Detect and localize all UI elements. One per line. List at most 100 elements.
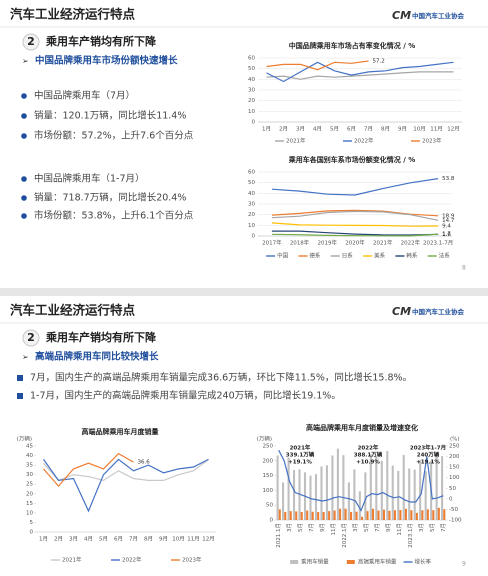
bar [443,509,446,520]
y-tick-label: 40 [248,191,255,197]
x-tick-label: 12月 [447,126,460,133]
page-number: 8 [462,265,466,272]
bar [380,460,383,520]
subtitle: 中国品牌乘用车市场份额快速增长 [35,55,178,67]
bullet-text: 销量：718.7万辆，同比增长20.4% [34,192,186,204]
y2-axis-label: (%) [450,437,460,443]
bar [347,482,350,520]
bar [432,510,435,520]
section-title: 乘用车产销均有所下降 [45,330,157,344]
legend-label: 2022年 [354,137,374,145]
x-tick-label: 7月 [129,536,138,543]
series-line [266,60,369,71]
y-tick-label: 60 [248,170,255,176]
bullet-dot [21,133,27,139]
y-tick-label: 150 [263,473,274,479]
legend-label: 高端乘用车销量 [358,558,397,566]
bullet-text: 中国品牌乘用车（1-7月） [34,173,145,185]
x-tick-label: 3月 [352,523,359,532]
bar [391,465,394,520]
bullet-dot [21,176,27,182]
bar [364,472,367,520]
series-line [278,449,444,512]
y-tick-label: 0 [270,518,274,524]
bar [278,509,281,520]
chart-title: 高端品牌乘用车月度销量 [82,427,159,436]
bar [358,491,361,520]
bullet-dot [21,195,27,201]
bar [342,455,345,520]
y2-tick-label: 250 [449,444,460,450]
annotation: 339.1万辆 [286,451,315,459]
x-tick-label: 5月 [429,523,436,532]
x-tick-label: 11月 [187,536,200,543]
bar [375,455,378,520]
bar [402,454,405,520]
x-tick-label: 3月 [296,126,305,133]
legend-label: 2021年 [62,556,82,564]
bar [311,511,314,520]
bar [421,510,424,520]
x-tick-label: 2月 [54,536,63,543]
bar [344,508,347,520]
bar [355,511,358,520]
x-tick-label: 5月 [363,523,370,532]
bar [314,474,318,520]
y-tick-label: 100 [263,488,274,494]
bar [309,475,312,520]
bar [287,457,290,520]
subtitle: 高端品牌乘用车同比较快增长 [35,351,159,363]
annotation: 2023年1-7月 [410,444,446,452]
bullet-text: 市场份额：57.2%，上升7.6个百分点 [34,130,194,142]
bar [382,509,386,520]
series-line [266,61,454,83]
legend-label: 2022年 [122,556,142,564]
y-tick-label: 200 [263,458,274,464]
data-label: 9.4 [442,223,451,229]
y-axis-label: (万辆) [17,435,32,443]
y-tick-label: 0 [30,530,34,536]
bar [397,470,400,520]
y-tick-label: 10 [248,109,255,115]
bullet-text: 销量：120.1万辆，同比增长11.4% [34,110,186,122]
y-tick-label: 15 [26,501,33,507]
legend-label: 2023年 [182,556,202,564]
bar [339,508,342,520]
x-tick-label: 3月 [286,523,293,532]
series-line [43,458,209,482]
x-tick-label: 5月 [330,126,339,133]
x-tick-label: 2022年 [401,239,421,247]
y2-tick-label: 50 [449,486,456,492]
y-tick-label: 50 [248,180,255,186]
x-tick-label: 8月 [381,126,390,133]
y-tick-label: 20 [248,212,255,218]
x-tick-label: 5月 [297,523,304,532]
bar [317,512,320,520]
chart-title: 乘用车各国别车系市场份额变化情况 / % [288,155,415,164]
bar [419,460,422,520]
y-tick-label: 60 [248,56,255,62]
x-tick-label: 2018年 [290,239,310,247]
bar [306,510,309,520]
x-tick-label: 5月 [99,536,108,543]
series-line [271,222,439,227]
bar [408,468,411,520]
y2-tick-label: 100 [449,475,460,481]
bullet-square [17,393,23,399]
x-tick-label: 3月 [69,536,78,543]
page-number: 9 [462,561,466,568]
legend-label: 中国 [277,252,289,260]
x-tick-label: 11月 [330,523,337,536]
bar [366,511,369,520]
bar [410,510,413,520]
y-tick-label: 20 [26,491,33,497]
data-label: 36.6 [138,460,151,466]
y-tick-label: 30 [26,472,33,478]
x-tick-label: 2017年 [262,239,282,247]
x-tick-label: 9月 [159,536,168,543]
bar [393,510,396,520]
bullet-dot [21,213,27,219]
bar [295,511,298,520]
data-label: 1.6 [442,232,451,238]
